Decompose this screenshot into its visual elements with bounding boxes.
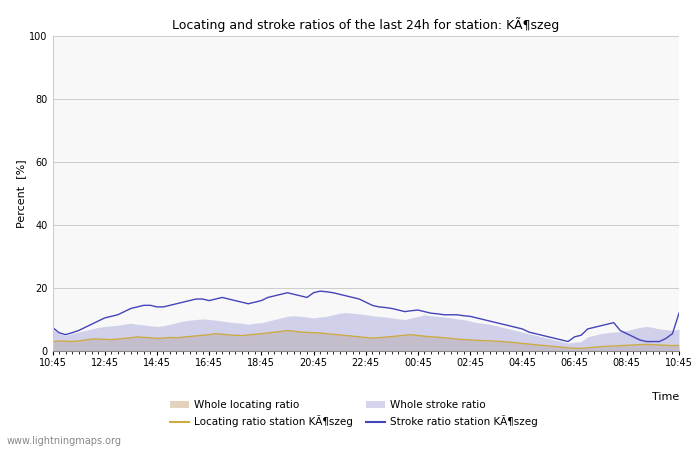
Text: www.lightningmaps.org: www.lightningmaps.org: [7, 436, 122, 446]
Text: Time: Time: [652, 392, 679, 402]
Y-axis label: Percent  [%]: Percent [%]: [17, 159, 27, 228]
Title: Locating and stroke ratios of the last 24h for station: KÃ¶szeg: Locating and stroke ratios of the last 2…: [172, 17, 559, 32]
Legend: Whole locating ratio, Locating ratio station KÃ¶szeg, Whole stroke ratio, Stroke: Whole locating ratio, Locating ratio sta…: [171, 400, 538, 428]
